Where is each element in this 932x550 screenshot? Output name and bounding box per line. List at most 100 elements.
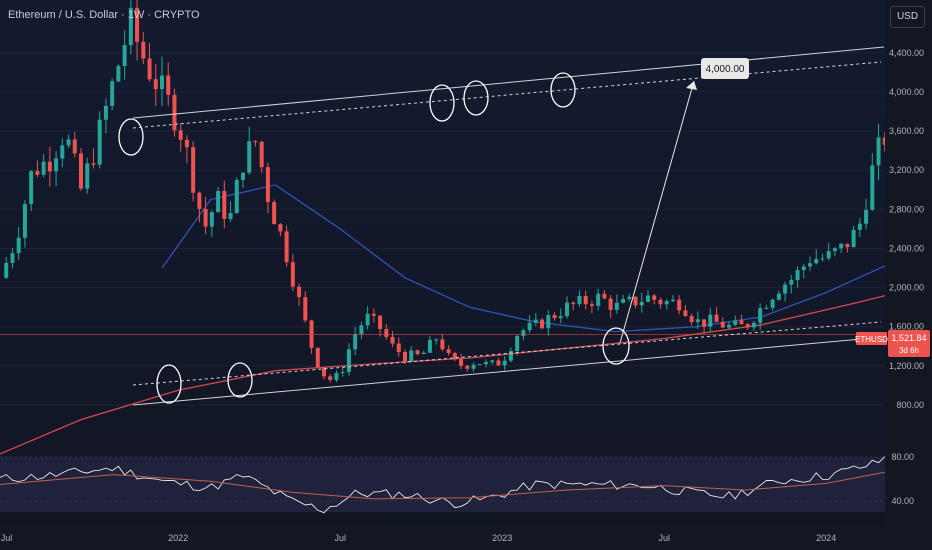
candle-body bbox=[328, 376, 333, 380]
candle-body bbox=[845, 243, 850, 248]
y-tick-label: 800.00 bbox=[896, 400, 924, 410]
x-tick-label: Jul bbox=[334, 533, 346, 543]
symbol-badge-label: ETHUSD bbox=[855, 335, 888, 344]
candle-body bbox=[66, 139, 71, 146]
candles bbox=[4, 0, 931, 383]
candle-body bbox=[97, 119, 102, 165]
candle-body bbox=[91, 163, 96, 165]
candle-body bbox=[639, 301, 644, 306]
candle-body bbox=[608, 298, 613, 310]
candle-body bbox=[758, 308, 763, 323]
candle-body bbox=[602, 293, 607, 299]
candle-body bbox=[303, 297, 308, 321]
candle-body bbox=[365, 313, 370, 326]
candle-body bbox=[297, 286, 302, 298]
rsi-tick-label: 80.00 bbox=[891, 452, 914, 462]
candle-body bbox=[527, 322, 532, 331]
highlight-circle bbox=[550, 72, 576, 108]
drawings: 4,000.00 bbox=[0, 46, 885, 406]
target-callout-label: 4,000.00 bbox=[706, 64, 745, 75]
x-tick-label: 2023 bbox=[492, 533, 512, 543]
highlight-circle bbox=[156, 364, 182, 404]
candle-body bbox=[876, 137, 881, 166]
candle-body bbox=[85, 163, 90, 189]
y-tick-label: 1,600.00 bbox=[889, 322, 924, 332]
price-badge-value: 1,521.84 bbox=[891, 333, 926, 343]
candle-body bbox=[552, 315, 557, 319]
candle-body bbox=[47, 161, 52, 172]
channel-lower-line bbox=[132, 336, 885, 406]
candle-body bbox=[515, 335, 520, 352]
candle-body bbox=[670, 299, 675, 302]
rsi-pane bbox=[0, 455, 932, 514]
candle-body bbox=[546, 315, 551, 329]
candle-body bbox=[234, 179, 239, 214]
candle-body bbox=[646, 295, 650, 302]
candle-body bbox=[166, 75, 171, 95]
candle-body bbox=[178, 130, 183, 140]
candle-body bbox=[801, 266, 806, 271]
candle-body bbox=[315, 347, 320, 368]
candle-body bbox=[35, 171, 40, 175]
candle-body bbox=[415, 350, 420, 355]
price-badge-countdown: 3d 6h bbox=[899, 346, 919, 355]
candle-body bbox=[427, 339, 432, 353]
candle-body bbox=[739, 320, 744, 325]
candle-body bbox=[322, 367, 326, 377]
ma-red-line bbox=[0, 283, 932, 455]
candle-body bbox=[484, 362, 488, 365]
candle-body bbox=[116, 66, 121, 82]
candle-body bbox=[751, 322, 756, 328]
candle-body bbox=[241, 172, 245, 180]
symbol-badge bbox=[856, 332, 887, 345]
candle-body bbox=[708, 314, 713, 327]
candle-body bbox=[832, 248, 837, 252]
price-axis-bg bbox=[885, 0, 932, 550]
highlight-circle bbox=[602, 327, 630, 365]
candle-body bbox=[808, 263, 812, 267]
candle-body bbox=[153, 79, 158, 90]
candle-body bbox=[384, 329, 389, 337]
candle-body bbox=[10, 253, 15, 263]
candle-body bbox=[141, 41, 146, 59]
candle-body bbox=[857, 223, 862, 230]
candle-body bbox=[789, 280, 794, 285]
candle-body bbox=[508, 351, 513, 361]
candle-body bbox=[79, 153, 83, 189]
candle-body bbox=[434, 339, 439, 341]
highlight-circle bbox=[227, 362, 253, 398]
candle-body bbox=[695, 319, 700, 323]
x-tick-label: 2024 bbox=[816, 533, 836, 543]
candle-body bbox=[764, 307, 769, 309]
candle-body bbox=[191, 147, 196, 193]
candle-body bbox=[284, 231, 289, 263]
currency-button[interactable]: USD bbox=[890, 6, 925, 28]
candle-body bbox=[583, 295, 588, 305]
candle-body bbox=[521, 330, 526, 336]
candle-body bbox=[465, 365, 470, 369]
candle-body bbox=[733, 320, 738, 325]
candle-body bbox=[870, 165, 875, 210]
ma-blue-line bbox=[161, 184, 932, 333]
candle-body bbox=[421, 352, 426, 355]
candle-body bbox=[346, 349, 351, 373]
candle-body bbox=[253, 141, 258, 143]
candle-body bbox=[403, 352, 407, 362]
candle-body bbox=[54, 158, 59, 172]
candle-body bbox=[596, 293, 601, 306]
price-badge bbox=[888, 330, 930, 357]
candle-body bbox=[664, 301, 669, 305]
candle-body bbox=[652, 295, 657, 300]
x-tick-label: Jul bbox=[658, 533, 670, 543]
time-axis-bg bbox=[0, 526, 932, 550]
candle-body bbox=[378, 315, 383, 330]
candle-body bbox=[621, 299, 626, 303]
candle-body bbox=[471, 364, 476, 369]
candle-body bbox=[334, 373, 339, 380]
candle-body bbox=[677, 299, 682, 311]
candle-body bbox=[147, 58, 152, 80]
highlight-circle bbox=[463, 80, 489, 116]
moving-averages bbox=[0, 184, 932, 455]
candle-body bbox=[864, 209, 869, 224]
